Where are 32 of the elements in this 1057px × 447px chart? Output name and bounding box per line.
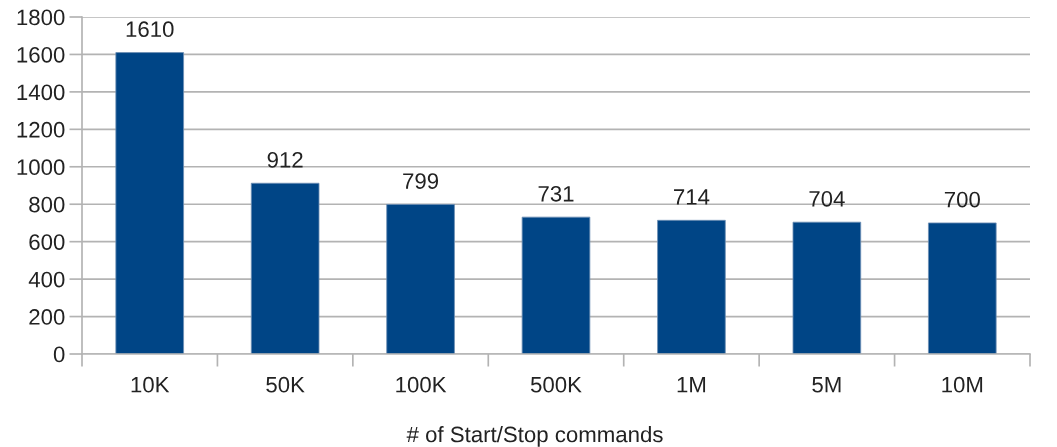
bar bbox=[521, 216, 591, 354]
x-tick-label: 10M bbox=[942, 376, 983, 393]
bar bbox=[657, 219, 726, 354]
y-tick-label: 1200 bbox=[17, 121, 65, 138]
bar bbox=[386, 203, 455, 354]
x-tick-label: 100K bbox=[396, 376, 447, 393]
data-label: 1610 bbox=[126, 21, 174, 38]
y-tick-label: 1800 bbox=[17, 9, 65, 26]
y-tick-label: 1400 bbox=[17, 84, 65, 101]
y-tick-label: 1600 bbox=[17, 46, 65, 63]
x-tick-label: 50K bbox=[266, 376, 305, 393]
data-label: 912 bbox=[267, 152, 303, 168]
y-tick-label: 0 bbox=[53, 346, 65, 363]
data-label: 799 bbox=[403, 173, 439, 189]
data-label: 700 bbox=[944, 191, 980, 208]
data-label: 714 bbox=[674, 189, 710, 205]
data-label: 731 bbox=[538, 185, 574, 202]
x-tick-label: 1M bbox=[677, 377, 706, 393]
bar bbox=[928, 222, 997, 354]
x-axis-title: # of Start/Stop commands bbox=[406, 426, 663, 447]
y-tick-label: 200 bbox=[29, 309, 65, 325]
x-tick-label: 500K bbox=[530, 376, 582, 393]
y-tick-label: 400 bbox=[28, 271, 65, 288]
bar bbox=[250, 182, 320, 354]
x-tick-label: 10K bbox=[131, 376, 170, 393]
data-label: 704 bbox=[809, 190, 845, 207]
y-tick-label: 600 bbox=[29, 234, 65, 250]
x-tick-label: 5M bbox=[812, 377, 841, 393]
bar bbox=[115, 52, 184, 354]
bar bbox=[792, 221, 862, 354]
y-tick-label: 800 bbox=[29, 196, 65, 213]
y-tick-label: 1000 bbox=[17, 159, 65, 176]
